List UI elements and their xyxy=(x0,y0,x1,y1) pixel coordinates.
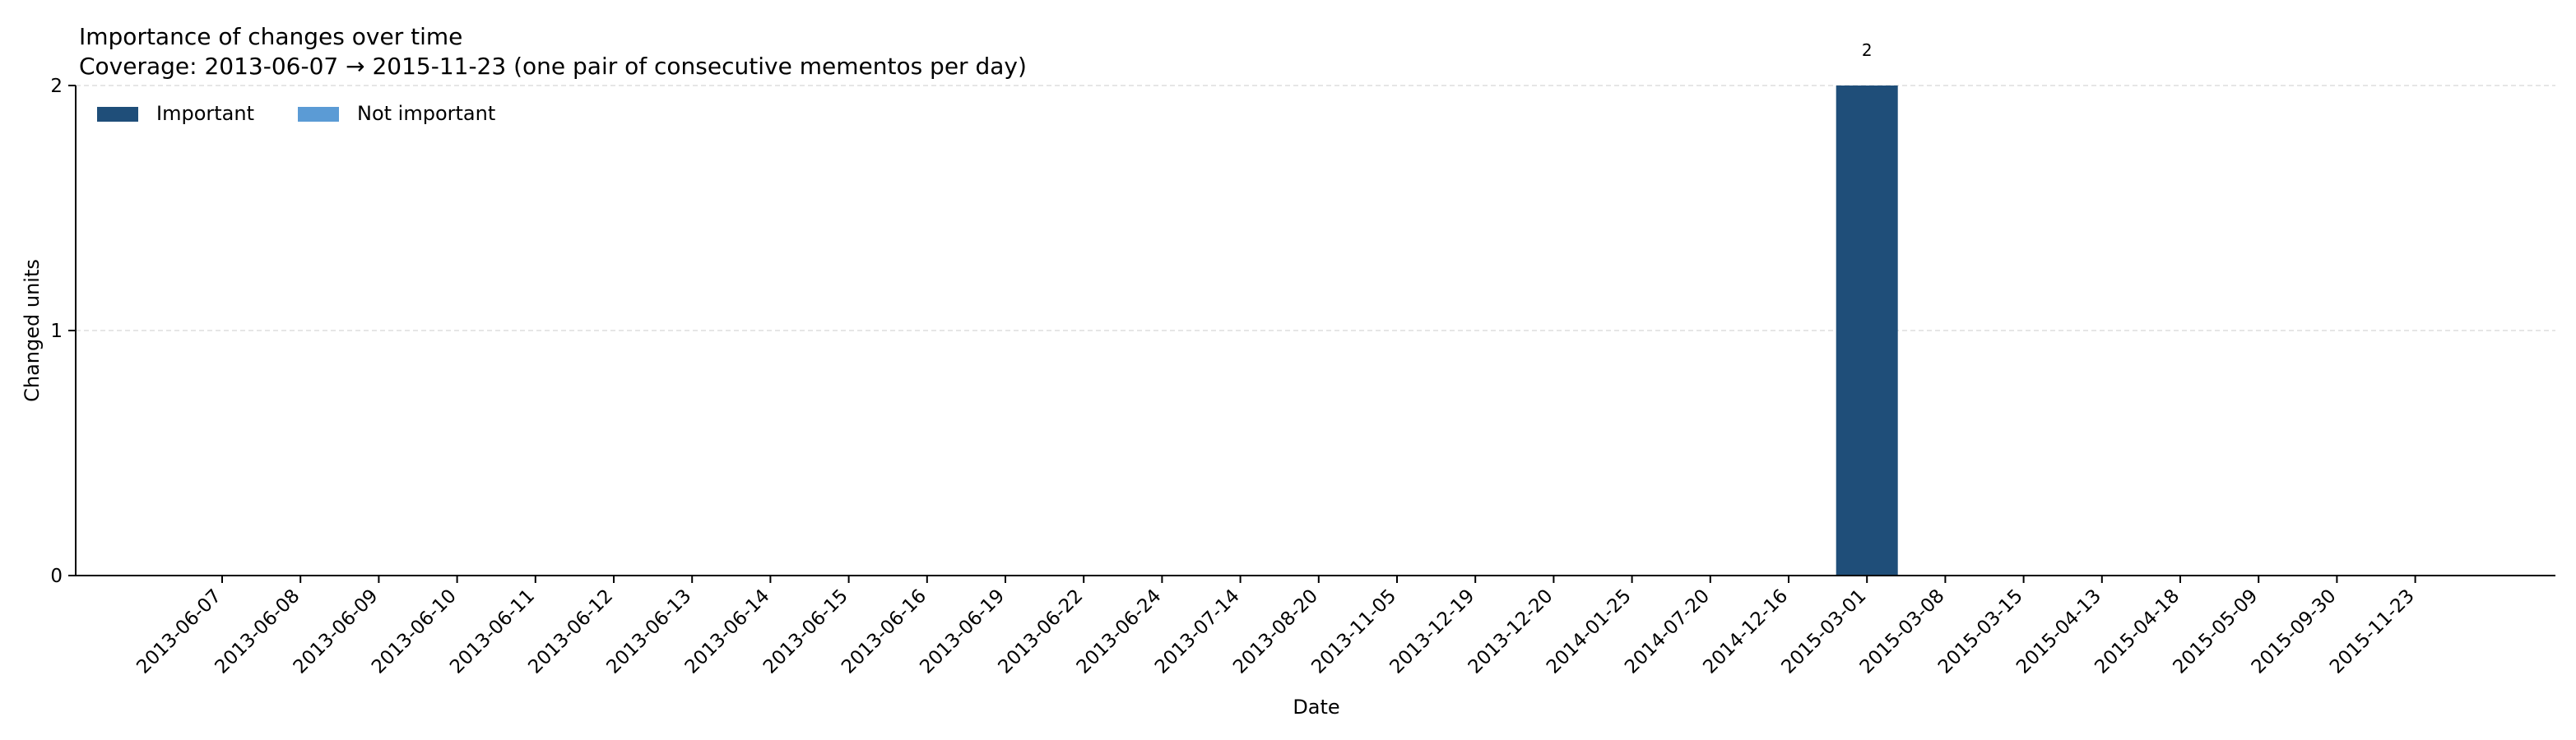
x-tick-label-2015-11-23: 2015-11-23 xyxy=(2326,585,2419,678)
legend-swatch-important xyxy=(97,107,138,122)
data-labels: 2 xyxy=(1862,40,1873,60)
y-tick-label-0: 0 xyxy=(50,566,63,587)
y-tick-label-1: 1 xyxy=(50,321,63,342)
legend-label-important: Important xyxy=(156,102,254,125)
x-ticks: 2013-06-072013-06-082013-06-092013-06-10… xyxy=(132,576,2419,678)
chart-title: Importance of changes over time xyxy=(79,23,462,50)
chart-subtitle: Coverage: 2013-06-07 → 2015-11-23 (one p… xyxy=(79,53,1027,80)
bar-important-2015-03-01 xyxy=(1836,86,1898,576)
legend-swatch-not-important xyxy=(298,107,339,122)
y-axis-label: Changed units xyxy=(21,259,44,402)
gridlines xyxy=(76,85,2555,331)
data-label-2015-03-01: 2 xyxy=(1862,40,1873,60)
y-tick-label-2: 2 xyxy=(50,76,63,97)
legend: Important Not important xyxy=(97,102,495,125)
x-axis-label: Date xyxy=(1293,696,1339,719)
bars xyxy=(1836,86,1898,576)
legend-label-not-important: Not important xyxy=(357,102,495,125)
y-ticks: 0 1 2 xyxy=(50,76,76,587)
